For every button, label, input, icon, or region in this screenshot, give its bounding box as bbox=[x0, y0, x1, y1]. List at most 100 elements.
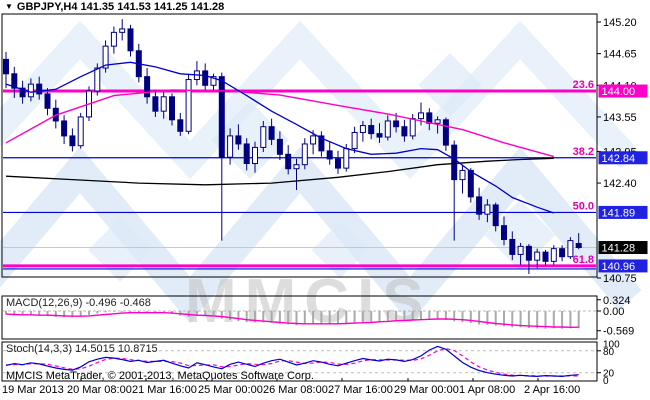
candle-body bbox=[77, 116, 84, 147]
candle-body bbox=[401, 126, 408, 137]
macd-bar bbox=[254, 311, 256, 323]
price-tick-label: 143.55 bbox=[603, 112, 637, 124]
candle-body bbox=[285, 153, 292, 170]
watermark-chevron bbox=[0, 20, 640, 180]
candle-body bbox=[44, 93, 51, 109]
candle-body bbox=[318, 135, 325, 152]
macd-bar bbox=[320, 311, 323, 324]
candle-body bbox=[152, 96, 159, 112]
candle-body bbox=[202, 70, 209, 86]
candle-body bbox=[160, 96, 167, 112]
price-tick-label: 142.40 bbox=[603, 178, 637, 190]
price-badge-23.6-bg bbox=[598, 84, 648, 98]
price-badge-50.0-bg bbox=[598, 205, 648, 219]
stoch-k-line bbox=[5, 345, 579, 378]
macd-bar bbox=[486, 311, 489, 325]
macd-bar bbox=[370, 311, 373, 323]
candle-body bbox=[434, 119, 441, 124]
macd-bar bbox=[428, 311, 431, 320]
macd-bar bbox=[503, 311, 505, 327]
candle-body bbox=[409, 118, 416, 137]
fib-label-61.8: 61.8 bbox=[573, 254, 594, 266]
candle-body bbox=[542, 251, 549, 262]
candle-body bbox=[393, 120, 400, 128]
candle-body bbox=[567, 240, 574, 258]
macd-signal-line bbox=[5, 312, 579, 329]
macd-bar bbox=[121, 311, 124, 312]
price-badge-38.2-bg bbox=[598, 151, 648, 165]
candle-body bbox=[276, 138, 283, 155]
candle-body bbox=[550, 248, 557, 262]
macd-bar bbox=[411, 311, 414, 321]
candle-body bbox=[310, 135, 317, 145]
candle-body bbox=[235, 135, 242, 145]
macd-bar bbox=[270, 311, 273, 323]
macd-bar bbox=[552, 311, 555, 329]
macd-bar bbox=[395, 311, 398, 322]
fib-label-38.2: 38.2 bbox=[573, 146, 594, 158]
candle-body bbox=[359, 125, 366, 133]
time-label: 26 Mar 08:00 bbox=[263, 384, 328, 396]
candle-body bbox=[243, 143, 250, 165]
macd-bar bbox=[345, 311, 348, 325]
candle-body bbox=[61, 120, 68, 137]
macd-bar bbox=[63, 311, 66, 318]
macd-bar bbox=[104, 311, 107, 313]
fib-label-23.6: 23.6 bbox=[573, 79, 594, 91]
candle-body bbox=[252, 146, 258, 165]
candle-body bbox=[517, 245, 524, 255]
macd-bar bbox=[361, 311, 364, 323]
candle-body bbox=[534, 251, 541, 261]
macd-bar bbox=[162, 311, 165, 313]
ma-slow-line bbox=[5, 157, 554, 186]
candle-body bbox=[501, 225, 507, 240]
macd-bar bbox=[29, 311, 32, 316]
macd-bar bbox=[195, 311, 198, 316]
macd-bar bbox=[577, 311, 580, 329]
candle-body bbox=[27, 83, 34, 98]
price-badge-23.6-text: 144.00 bbox=[602, 86, 636, 98]
time-label: 2 Apr 16:00 bbox=[524, 384, 580, 396]
candle-body bbox=[69, 135, 76, 147]
macd-bar bbox=[54, 311, 57, 317]
price-tick-label: 140.75 bbox=[603, 273, 637, 285]
macd-bar bbox=[262, 311, 265, 323]
candle-body bbox=[268, 126, 275, 140]
candle-body bbox=[11, 73, 18, 89]
macd-bar bbox=[453, 311, 456, 322]
panel-border bbox=[1, 295, 598, 340]
candle-body bbox=[227, 135, 234, 158]
macd-bar bbox=[212, 311, 215, 316]
macd-bar bbox=[88, 311, 90, 315]
ma-mid-line bbox=[5, 89, 554, 158]
macd-bar bbox=[312, 311, 315, 324]
macd-bar bbox=[79, 311, 82, 317]
fib-label-50.0: 50.0 bbox=[573, 200, 594, 212]
candle-body bbox=[418, 112, 424, 120]
time-label: 27 Mar 16:00 bbox=[328, 384, 393, 396]
macd-bar bbox=[328, 311, 331, 325]
stoch-d-line bbox=[5, 347, 579, 377]
macd-bar bbox=[353, 311, 356, 324]
time-label: 20 Mar 08:00 bbox=[67, 384, 132, 396]
macd-bar bbox=[229, 311, 232, 321]
candle-body bbox=[509, 238, 516, 255]
price-badge-61.8-bg bbox=[598, 259, 648, 273]
price-badge-38.2-text: 142.84 bbox=[602, 153, 636, 165]
stoch-tick-label: 80 bbox=[603, 347, 615, 358]
price-tick-label: 144.65 bbox=[603, 49, 637, 61]
macd-tick-label: 0.00 bbox=[603, 306, 624, 318]
macd-bar bbox=[5, 311, 7, 315]
macd-bar bbox=[378, 311, 381, 323]
candle-body bbox=[442, 119, 449, 146]
macd-bar bbox=[337, 311, 339, 325]
candle-body bbox=[351, 131, 358, 150]
macd-bar bbox=[461, 311, 464, 323]
macd-bar bbox=[287, 311, 290, 325]
candle-body bbox=[36, 83, 43, 95]
candle-body bbox=[293, 164, 300, 170]
macd-tick-label: -0.569 bbox=[603, 326, 634, 338]
candle-body bbox=[177, 119, 184, 132]
candle-body bbox=[451, 144, 458, 181]
